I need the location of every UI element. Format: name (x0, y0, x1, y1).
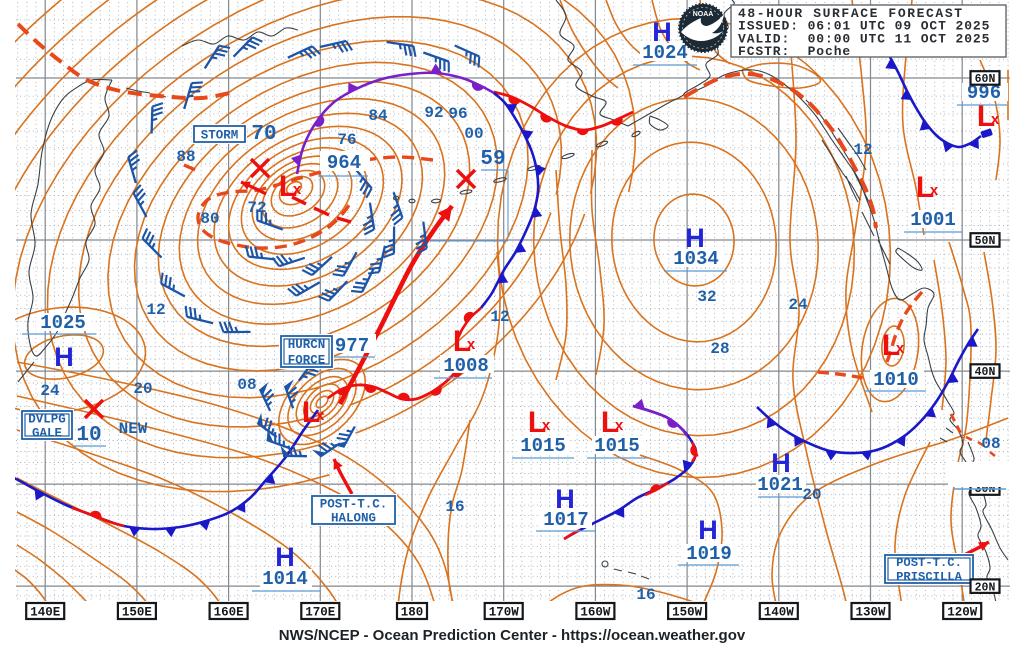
svg-text:GALE: GALE (32, 426, 62, 440)
svg-text:1025: 1025 (40, 312, 86, 334)
svg-text:L: L (453, 325, 471, 358)
svg-text:1019: 1019 (686, 543, 732, 565)
svg-text:1014: 1014 (262, 568, 308, 590)
svg-text:80: 80 (200, 210, 219, 228)
svg-text:1024: 1024 (642, 42, 688, 64)
svg-text:H: H (555, 484, 575, 514)
svg-text:12: 12 (146, 301, 165, 319)
svg-text:92: 92 (424, 104, 443, 122)
svg-text:24: 24 (40, 382, 60, 400)
svg-text:H: H (771, 448, 791, 478)
svg-text:x: x (542, 417, 551, 434)
svg-text:08: 08 (981, 435, 1000, 453)
svg-text:72: 72 (247, 199, 266, 217)
svg-text:H: H (652, 17, 672, 47)
svg-text:1010: 1010 (873, 369, 919, 391)
svg-text:20: 20 (133, 380, 152, 398)
svg-text:20N: 20N (975, 581, 996, 594)
svg-text:96: 96 (448, 105, 467, 123)
svg-text:84: 84 (368, 107, 388, 125)
svg-text:50N: 50N (975, 235, 996, 248)
svg-text:NEW: NEW (119, 420, 148, 438)
svg-text:x: x (930, 182, 939, 199)
svg-text:170E: 170E (305, 606, 335, 620)
svg-text:1015: 1015 (594, 435, 640, 457)
svg-text:996: 996 (967, 82, 1001, 104)
svg-text:x: x (293, 181, 302, 198)
svg-text:12: 12 (853, 141, 872, 159)
svg-text:HURCN: HURCN (288, 338, 326, 352)
svg-text:70: 70 (251, 123, 276, 146)
svg-text:VALID: 00:00 UTC 11 OCT 2025: VALID: 00:00 UTC 11 OCT 2025 (738, 31, 990, 46)
svg-text:L: L (302, 396, 320, 429)
svg-text:L: L (279, 170, 297, 203)
svg-text:L: L (977, 100, 995, 133)
svg-text:x: x (615, 417, 624, 434)
svg-text:1034: 1034 (673, 248, 719, 270)
svg-text:59: 59 (480, 148, 505, 171)
svg-text:NWS/NCEP - Ocean Prediction Ce: NWS/NCEP - Ocean Prediction Center - htt… (279, 627, 746, 644)
svg-text:1015: 1015 (520, 435, 566, 457)
svg-text:FCSTR: Poche: FCSTR: Poche (738, 44, 851, 59)
svg-text:140E: 140E (30, 606, 60, 620)
svg-text:H: H (685, 223, 705, 253)
svg-text:24: 24 (788, 296, 808, 314)
svg-text:160E: 160E (214, 606, 244, 620)
svg-text:x: x (896, 340, 905, 357)
svg-text:20: 20 (802, 486, 821, 504)
svg-text:L: L (882, 329, 900, 362)
svg-text:x: x (467, 336, 476, 353)
svg-text:150W: 150W (672, 606, 703, 620)
svg-text:x: x (316, 407, 325, 424)
svg-text:1008: 1008 (443, 355, 489, 377)
svg-text:10: 10 (76, 424, 101, 447)
svg-text:1017: 1017 (543, 509, 589, 531)
svg-text:H: H (275, 542, 295, 572)
svg-text:170W: 170W (489, 606, 520, 620)
svg-text:160W: 160W (580, 606, 611, 620)
svg-text:28: 28 (710, 340, 729, 358)
svg-text:130W: 130W (855, 606, 886, 620)
svg-text:120W: 120W (947, 606, 978, 620)
svg-text:L: L (601, 406, 619, 439)
svg-text:H: H (698, 515, 718, 545)
svg-text:150E: 150E (122, 606, 152, 620)
svg-text:STORM: STORM (201, 128, 239, 142)
svg-text:L: L (916, 171, 934, 204)
svg-text:1021: 1021 (757, 474, 803, 496)
svg-text:HALONG: HALONG (331, 511, 376, 525)
svg-text:L: L (528, 406, 546, 439)
svg-text:H: H (54, 342, 74, 372)
svg-text:977: 977 (335, 335, 369, 357)
svg-text:00: 00 (464, 125, 483, 143)
svg-text:964: 964 (327, 152, 361, 174)
svg-text:88: 88 (176, 148, 195, 166)
svg-text:DVLPG: DVLPG (28, 412, 66, 426)
svg-text:40N: 40N (975, 366, 996, 379)
svg-text:1001: 1001 (910, 209, 956, 231)
svg-text:FORCE: FORCE (288, 354, 326, 368)
svg-text:16: 16 (636, 586, 655, 604)
svg-text:12: 12 (490, 308, 509, 326)
svg-text:NOAA: NOAA (693, 11, 714, 18)
svg-text:76: 76 (337, 131, 356, 149)
svg-text:ISSUED: 06:01 UTC 09 OCT 2025: ISSUED: 06:01 UTC 09 OCT 2025 (738, 19, 990, 34)
svg-text:32: 32 (697, 288, 716, 306)
svg-text:140W: 140W (764, 606, 795, 620)
svg-text:180: 180 (401, 606, 424, 620)
svg-text:08: 08 (237, 376, 256, 394)
svg-text:PRISCILLA: PRISCILLA (896, 570, 963, 584)
svg-text:48-HOUR SURFACE FORECAST: 48-HOUR SURFACE FORECAST (738, 6, 964, 21)
svg-text:POST-T.C.: POST-T.C. (320, 497, 388, 511)
svg-text:x: x (991, 111, 1000, 128)
svg-text:16: 16 (445, 498, 464, 516)
svg-text:POST-T.C.: POST-T.C. (896, 556, 962, 570)
svg-text:60N: 60N (975, 73, 996, 86)
